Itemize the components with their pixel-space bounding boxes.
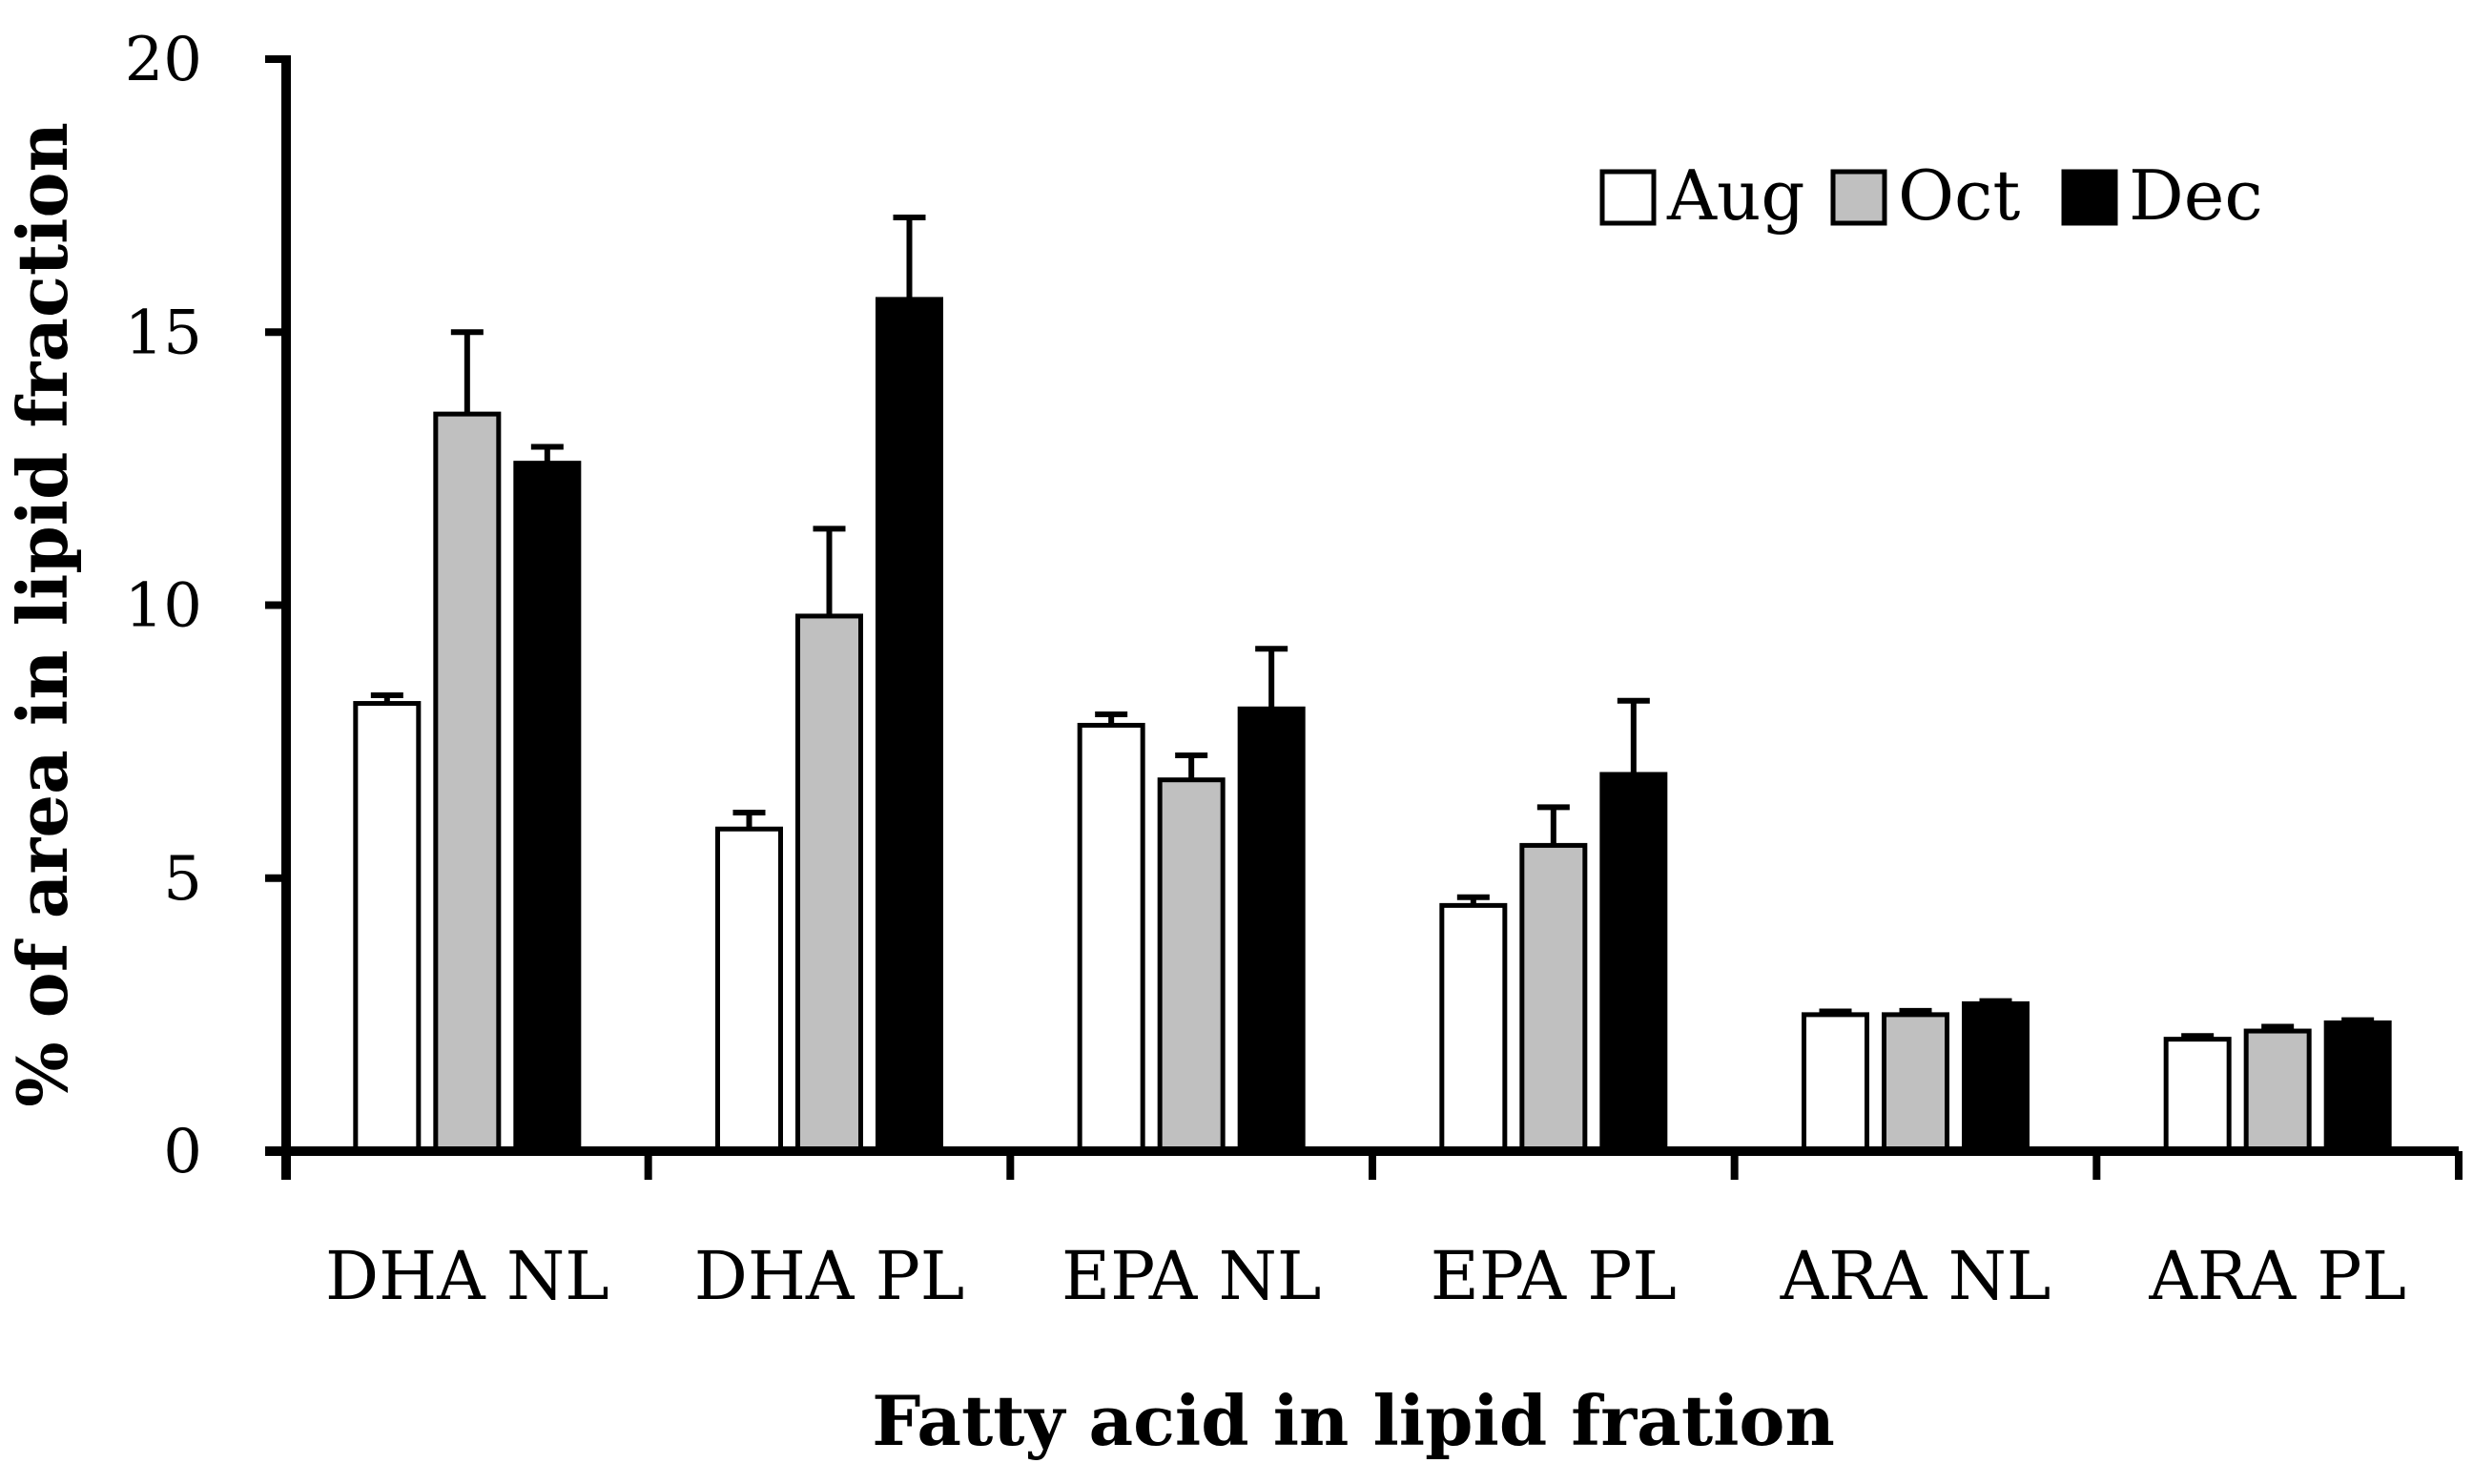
x-axis-title: Fatty acid in lipid fration [872,1380,1835,1461]
y-tick-label: 5 [163,844,202,915]
x-tick-label: EPA NL [1061,1237,1321,1315]
bar-oct-ara-pl [2243,1028,2312,1154]
bar-dec-epa-nl [1237,706,1306,1154]
x-tick-label: ARA PL [2148,1237,2406,1315]
x-tick-label: DHA NL [325,1237,609,1315]
y-tick-label: 20 [125,25,202,95]
legend-swatch-oct [1830,169,1887,226]
bar-dec-dha-nl [513,461,582,1154]
bar-oct-epa-nl [1157,777,1226,1154]
bar-aug-epa-pl [1439,902,1508,1154]
legend-label-dec: Dec [2129,155,2263,236]
bar-aug-dha-nl [353,701,422,1154]
x-tick-label: EPA PL [1431,1237,1677,1315]
bar-aug-ara-pl [2163,1037,2232,1154]
bar-oct-ara-nl [1882,1012,1949,1154]
bar-aug-dha-pl [715,826,783,1154]
legend-label-oct: Oct [1898,155,2020,236]
legend-swatch-dec [2061,169,2118,226]
bar-dec-ara-nl [1962,1000,2030,1154]
x-tick-label: ARA NL [1780,1237,2051,1315]
legend-label-aug: Aug [1666,155,1804,236]
bar-dec-dha-pl [876,297,943,1154]
bar-dec-ara-pl [2323,1020,2392,1154]
bar-aug-epa-nl [1077,722,1145,1154]
bar-oct-epa-pl [1519,842,1588,1154]
y-tick-label: 10 [125,571,202,642]
bar-dec-epa-pl [1599,772,1668,1154]
x-tick-label: DHA PL [694,1237,965,1315]
legend: Aug Oct Dec [1599,155,2263,236]
bar-oct-dha-pl [795,613,863,1154]
bar-aug-ara-nl [1802,1012,1869,1154]
y-tick-label: 15 [125,298,202,368]
y-axis-title: % of area in lipid fraction [2,122,83,1107]
bar-oct-dha-nl [433,411,502,1154]
legend-swatch-aug [1599,169,1657,226]
y-tick-label: 0 [163,1117,202,1187]
